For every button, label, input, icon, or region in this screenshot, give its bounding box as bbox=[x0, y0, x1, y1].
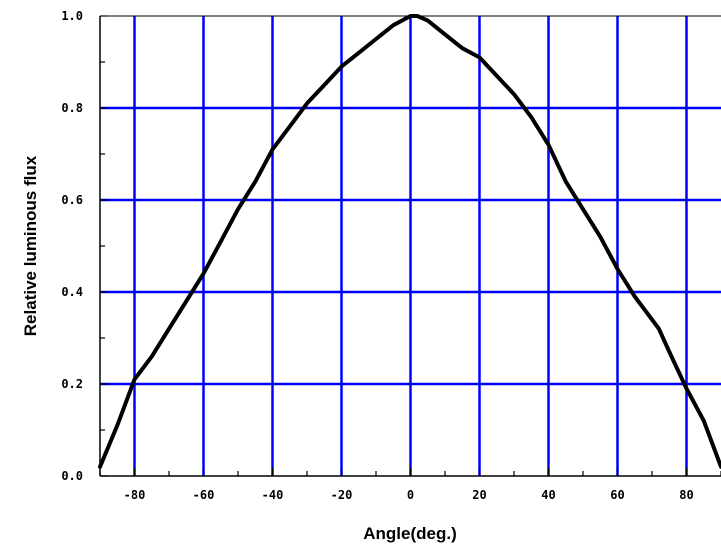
x-tick-label: -60 bbox=[193, 488, 215, 502]
x-tick-label: -80 bbox=[124, 488, 146, 502]
y-tick-label: 1.0 bbox=[61, 9, 83, 23]
x-tick-label: 60 bbox=[610, 488, 624, 502]
x-axis-label: Angle(deg.) bbox=[363, 524, 457, 543]
y-tick-label: 0.2 bbox=[61, 377, 83, 391]
tick-labels: -80 -60 -40 -20 0 20 40 60 80 0.0 0.2 0.4 0.6 0.8 1.0 bbox=[61, 9, 693, 502]
y-tick-label: 0.6 bbox=[61, 193, 83, 207]
y-tick-label: 0.4 bbox=[61, 285, 83, 299]
x-tick-label: 0 bbox=[407, 488, 414, 502]
x-tick-label: -40 bbox=[262, 488, 284, 502]
y-tick-label: 0.8 bbox=[61, 101, 83, 115]
y-tick-label: 0.0 bbox=[61, 469, 83, 483]
x-tick-label: 20 bbox=[472, 488, 486, 502]
grid-lines bbox=[100, 16, 721, 476]
y-axis-label: Relative luminous flux bbox=[21, 155, 40, 336]
tick-marks bbox=[99, 15, 721, 477]
x-tick-label: -20 bbox=[331, 488, 353, 502]
x-tick-label: 80 bbox=[679, 488, 693, 502]
x-tick-label: 40 bbox=[541, 488, 555, 502]
